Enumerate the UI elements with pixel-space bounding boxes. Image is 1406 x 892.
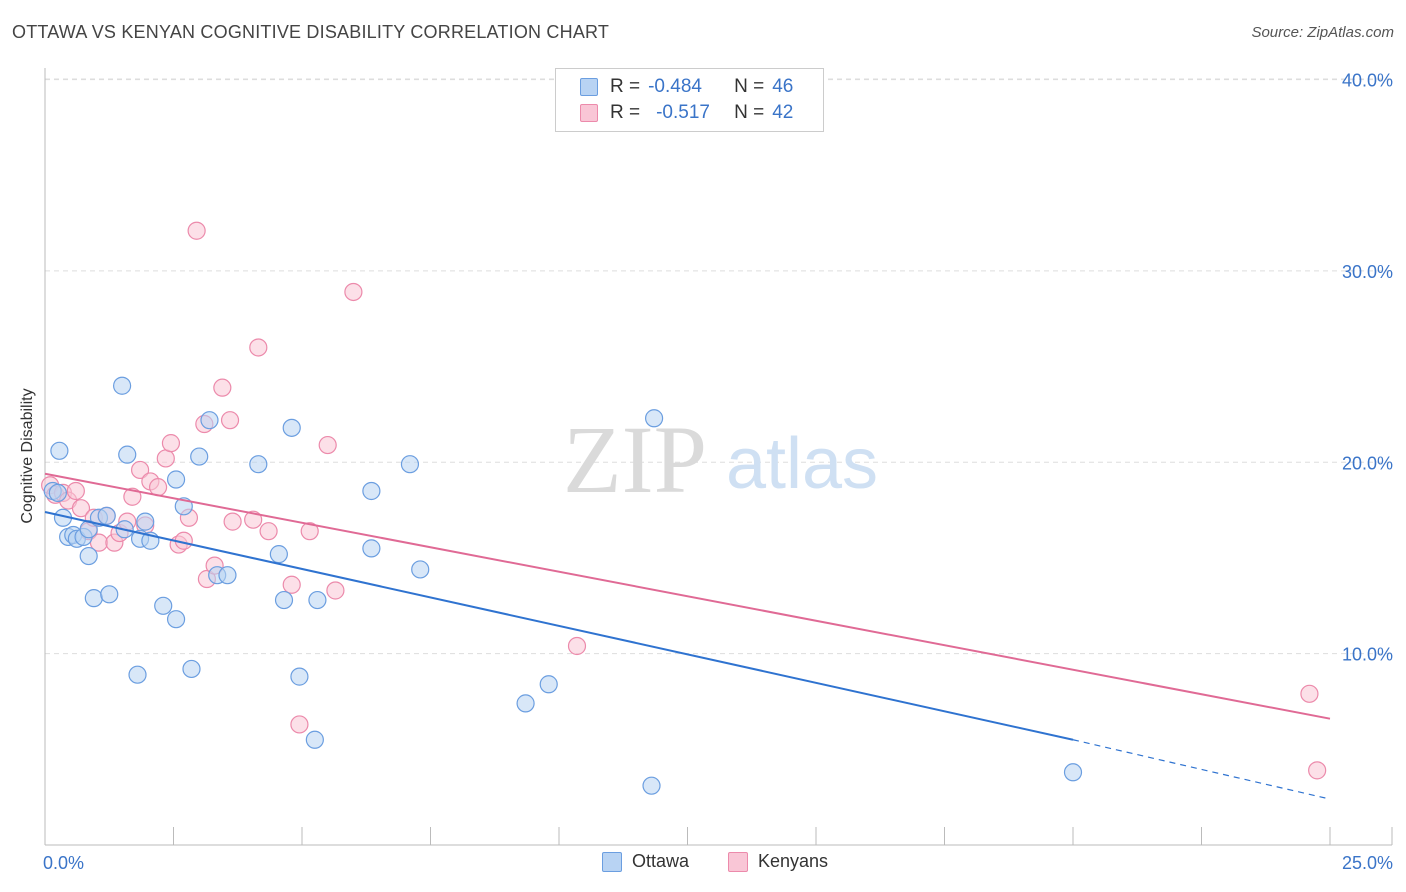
ottawa-point bbox=[249, 455, 268, 474]
ottawa-point bbox=[182, 659, 201, 679]
legend-swatch-ottawa bbox=[580, 78, 598, 96]
kenyans-point bbox=[130, 460, 150, 480]
ottawa-point bbox=[48, 483, 67, 503]
stats-legend: R = -0.484 N = 46 R = -0.517 N = 42 bbox=[555, 68, 824, 132]
ottawa-point bbox=[642, 776, 661, 795]
ottawa-point bbox=[400, 455, 420, 474]
kenyans-point bbox=[249, 338, 268, 357]
ottawa-points bbox=[43, 376, 1083, 795]
legend-row-kenyans: R = -0.517 N = 42 bbox=[580, 101, 793, 125]
legend-n-label: N = bbox=[734, 76, 765, 97]
ottawa-point bbox=[269, 545, 288, 564]
ottawa-point bbox=[50, 441, 69, 460]
kenyans-point bbox=[567, 636, 587, 656]
kenyans-point bbox=[344, 282, 363, 302]
ottawa-point bbox=[154, 596, 173, 615]
ottawa-point bbox=[200, 411, 219, 430]
watermark-atlas: atlas bbox=[726, 424, 878, 504]
ottawa-point bbox=[112, 376, 132, 395]
ottawa-point bbox=[282, 418, 301, 437]
y-tick-label: 30.0% bbox=[1342, 262, 1393, 282]
watermark: ZIP atlas bbox=[563, 406, 878, 513]
kenyans-point bbox=[290, 715, 309, 734]
ottawa-point bbox=[362, 539, 381, 558]
kenyans-point bbox=[282, 575, 301, 594]
kenyans-point bbox=[244, 510, 263, 529]
kenyans-point bbox=[187, 221, 206, 240]
ottawa-trend-line bbox=[44, 511, 1074, 741]
ottawa-point bbox=[136, 512, 155, 531]
tick-label-layer: 10.0% 20.0% 30.0% 40.0% 0.0% 25.0% bbox=[43, 71, 1393, 873]
kenyans-point bbox=[318, 435, 337, 455]
ottawa-point bbox=[411, 560, 430, 579]
legend-r-value-kenyans: -0.517 bbox=[656, 102, 710, 123]
legend-swatch-kenyans bbox=[580, 104, 598, 122]
series-label-ottawa: Ottawa bbox=[632, 851, 690, 871]
legend-n-label: N = bbox=[734, 102, 765, 123]
series-legend-ottawa[interactable]: Ottawa bbox=[602, 851, 689, 872]
ottawa-point bbox=[305, 730, 324, 749]
kenyans-trend-line bbox=[44, 472, 1331, 720]
kenyans-point bbox=[161, 434, 181, 453]
x-tick-label: 25.0% bbox=[1342, 853, 1393, 873]
chart-title: OTTAWA VS KENYAN COGNITIVE DISABILITY CO… bbox=[12, 22, 610, 42]
kenyans-point bbox=[300, 522, 319, 541]
kenyans-point bbox=[66, 481, 85, 501]
ottawa-point bbox=[118, 445, 137, 464]
x-tick-label: 0.0% bbox=[43, 853, 84, 873]
kenyans-point bbox=[148, 478, 168, 497]
series-legend-kenyans[interactable]: Kenyans bbox=[728, 851, 828, 872]
watermark-zip: ZIP bbox=[563, 406, 707, 513]
series-swatch-ottawa bbox=[602, 851, 622, 872]
ottawa-point bbox=[516, 694, 535, 713]
kenyans-point bbox=[123, 487, 142, 506]
kenyans-point bbox=[220, 411, 240, 430]
ottawa-point bbox=[166, 470, 186, 489]
ottawa-point bbox=[97, 506, 116, 525]
legend-r-value-ottawa: -0.484 bbox=[648, 76, 702, 97]
ottawa-point bbox=[84, 589, 103, 608]
ottawa-point bbox=[644, 409, 664, 428]
kenyans-point bbox=[71, 499, 91, 518]
grid-layer bbox=[45, 78, 1392, 655]
legend-r-label: R = bbox=[610, 102, 641, 123]
legend-n-value-ottawa: 46 bbox=[772, 76, 794, 97]
trend-layer bbox=[44, 472, 1331, 800]
kenyans-point bbox=[156, 449, 175, 468]
ottawa-point bbox=[539, 675, 558, 694]
ottawa-point bbox=[1063, 763, 1083, 782]
legend-n-value-kenyans: 42 bbox=[772, 102, 794, 123]
series-label-kenyans: Kenyans bbox=[758, 851, 829, 871]
ottawa-point bbox=[362, 481, 381, 501]
kenyans-point bbox=[223, 512, 242, 531]
legend-row-ottawa: R = -0.484 N = 46 bbox=[580, 75, 793, 99]
ottawa-point bbox=[218, 566, 237, 585]
ottawa-point bbox=[308, 590, 327, 610]
legend-r-label: R = bbox=[610, 76, 641, 97]
kenyans-point bbox=[259, 522, 278, 541]
ottawa-point bbox=[274, 590, 294, 610]
y-tick-label: 40.0% bbox=[1342, 71, 1393, 91]
chart-source: Source: ZipAtlas.com bbox=[1251, 24, 1394, 41]
ottawa-point bbox=[100, 585, 119, 604]
series-legend: Ottawa Kenyans bbox=[0, 851, 1406, 877]
ottawa-point bbox=[190, 447, 209, 466]
kenyans-point bbox=[1308, 761, 1327, 780]
y-tick-label: 10.0% bbox=[1342, 645, 1393, 665]
ottawa-point bbox=[290, 667, 309, 686]
ottawa-point bbox=[166, 610, 186, 629]
ottawa-trend-extension bbox=[1072, 739, 1331, 800]
series-swatch-kenyans bbox=[728, 851, 748, 872]
ottawa-point bbox=[128, 665, 147, 684]
kenyans-point bbox=[1300, 684, 1319, 703]
axis-layer bbox=[44, 68, 1393, 846]
kenyans-point bbox=[213, 378, 232, 397]
y-tick-label: 20.0% bbox=[1342, 453, 1393, 473]
ottawa-point bbox=[79, 546, 98, 566]
kenyans-point bbox=[326, 581, 345, 600]
